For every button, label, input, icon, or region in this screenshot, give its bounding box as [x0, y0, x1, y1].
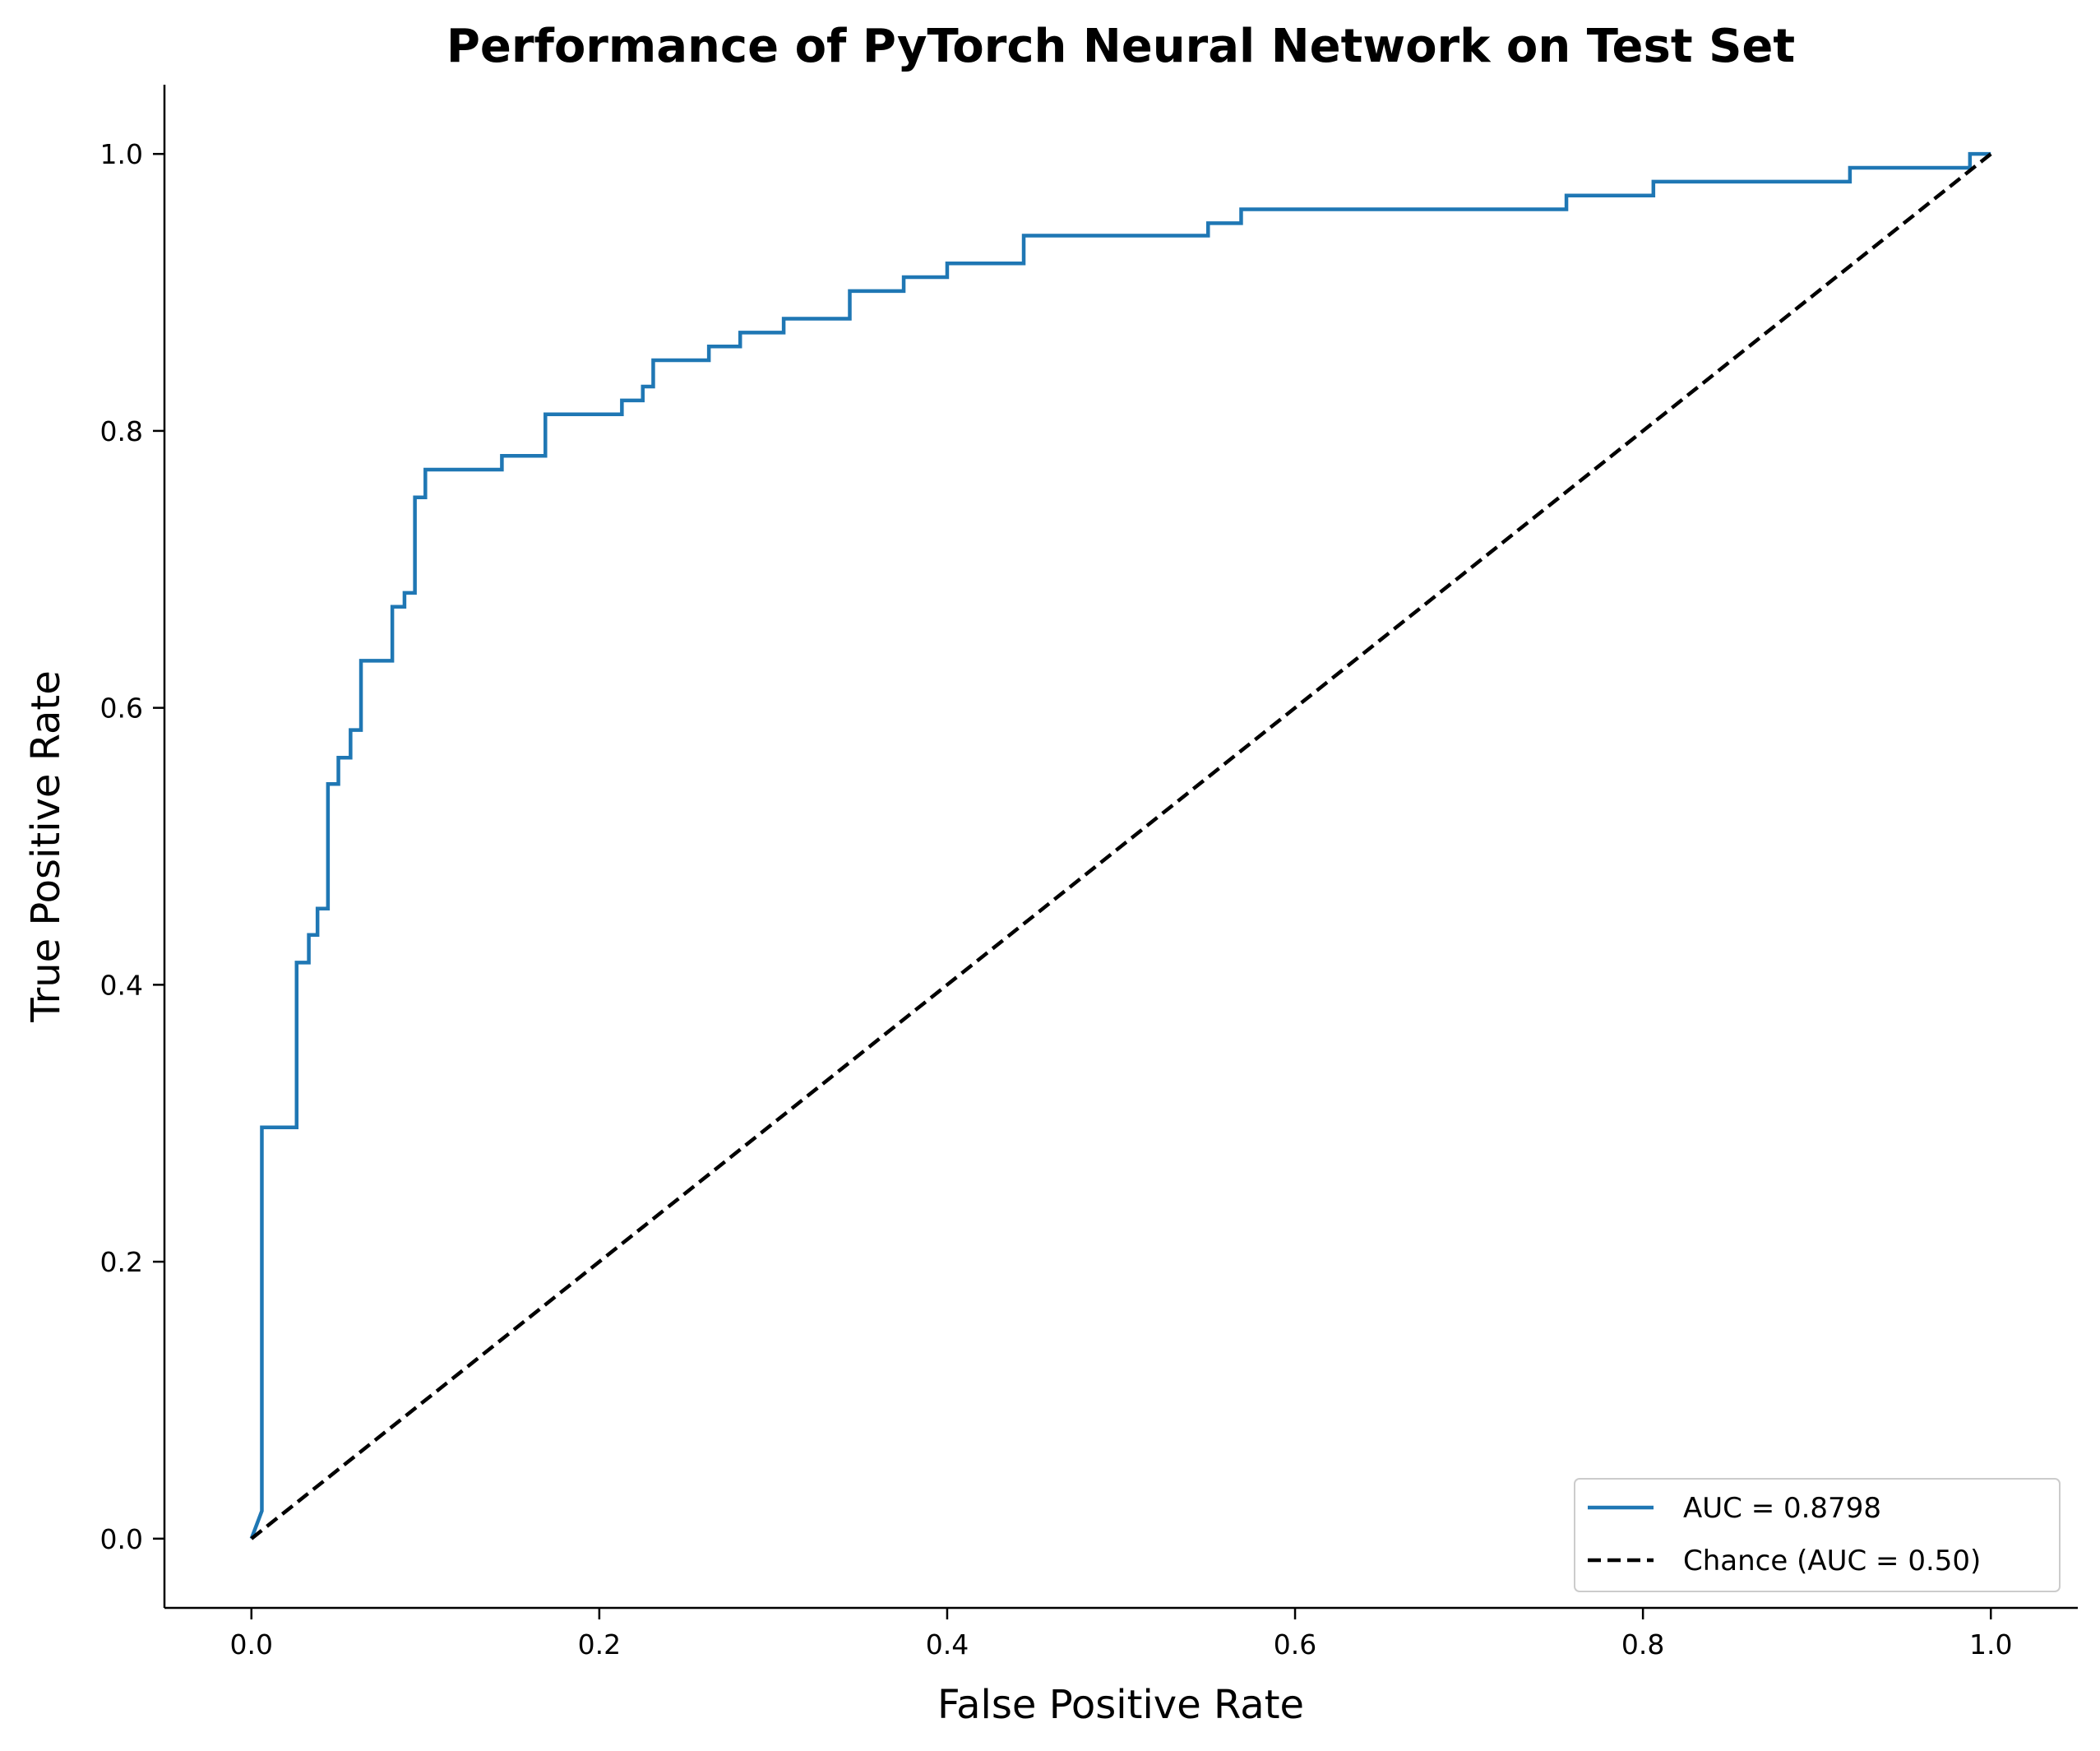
x-axis-ticks: 0.0 0.2 0.4 0.6 0.8 1.0: [230, 1608, 2012, 1661]
y-tick-label: 0.0: [100, 1523, 143, 1555]
legend-label-chance: Chance (AUC = 0.50): [1683, 1545, 1981, 1577]
x-axis-label: False Positive Rate: [937, 1682, 1304, 1728]
x-tick-label: 0.6: [1274, 1628, 1316, 1661]
x-tick-label: 0.2: [578, 1628, 621, 1661]
x-tick-label: 0.8: [1621, 1628, 1664, 1661]
y-tick-label: 0.2: [100, 1246, 143, 1278]
y-tick-label: 0.8: [100, 415, 143, 447]
x-tick-label: 0.4: [926, 1628, 969, 1661]
x-tick-label: 0.0: [230, 1628, 273, 1661]
chance-diagonal-line: [250, 152, 1992, 1540]
y-tick-label: 0.6: [100, 693, 143, 725]
legend-label-roc: AUC = 0.8798: [1683, 1492, 1881, 1525]
y-tick-label: 1.0: [100, 138, 143, 170]
plot-area: [249, 151, 1992, 1540]
y-tick-label: 0.4: [100, 969, 143, 1001]
y-axis-ticks: 0.0 0.2 0.4 0.6 0.8 1.0: [100, 138, 164, 1555]
legend: AUC = 0.8798 Chance (AUC = 0.50): [1574, 1478, 2061, 1592]
chart-title: Performance of PyTorch Neural Network on…: [446, 20, 1795, 73]
x-tick-label: 1.0: [1969, 1628, 2012, 1661]
y-axis-label: True Positive Rate: [23, 670, 69, 1023]
legend-box: [1574, 1478, 2061, 1592]
roc-curve-line: [249, 151, 1991, 1540]
